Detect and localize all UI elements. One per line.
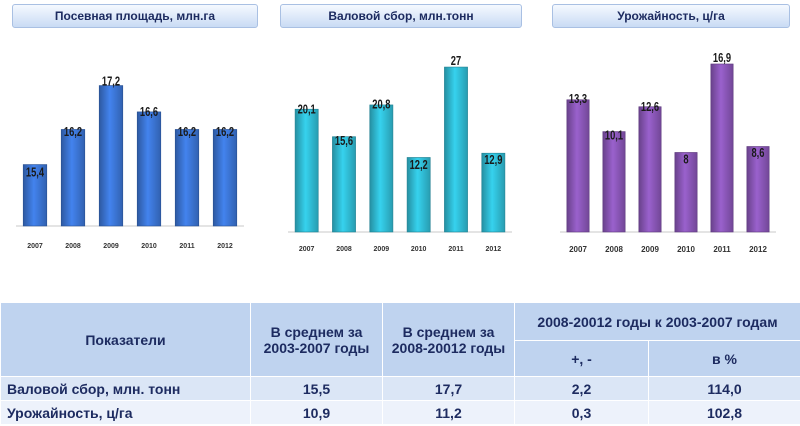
tick-label: 2008 [336,246,352,253]
tick-label: 2009 [103,243,119,250]
row-avg2: 11,2 [382,400,515,425]
row-avg2: 17,7 [382,376,515,401]
sown-area-chart: 15,4 2007 16,2 2008 17,2 2009 16,6 2010 16,2 2011… [16,75,244,250]
data-label: 20,8 [372,98,390,112]
row-pct: 102,8 [648,400,800,425]
bar-2010 [674,152,698,233]
data-label: 20,1 [298,103,316,117]
chart-1-title: Посевная площадь, млн.га [12,4,258,28]
bar-2007 [566,99,590,233]
header-comparison: 2008-20012 годы к 2003-2007 годам [514,302,800,341]
row-pct: 114,0 [648,376,800,401]
tick-label: 2010 [141,243,157,250]
data-label: 8,6 [752,147,765,161]
data-label: 16,6 [140,106,158,120]
chart-3-title: Урожайность, ц/га [552,4,790,28]
bar-2012 [481,152,506,233]
header-percent: в % [648,340,800,377]
gross-harvest-chart: 20,1 2007 15,6 2008 20,8 2009 12,2 2010 27 2011 12… [288,55,512,253]
data-label: 8 [683,153,688,167]
bar-2011 [444,66,468,233]
bar-2010 [406,157,431,233]
tick-label: 2010 [411,246,427,253]
bar-2010 [136,111,162,227]
header-avg-2008-2012: В среднем за 2008-20012 годы [382,302,515,377]
bar-2007 [294,108,319,233]
data-label: 16,2 [64,126,82,140]
data-label: 15,4 [26,166,45,180]
tick-label: 2008 [65,243,81,250]
chart-1-panel: 15,4 2007 16,2 2008 17,2 2009 16,6 2010 16,2 2011… [12,40,248,258]
bar-2008 [332,136,356,233]
tick-label: 2009 [374,246,390,253]
data-label: 12,2 [410,159,428,173]
summary-table: Показатели В среднем за 2003-2007 годы В… [0,302,800,426]
bar-2009 [98,85,124,227]
data-label: 17,2 [102,75,120,89]
bar-2011 [174,129,200,227]
bar-2012 [212,129,238,227]
bar-2008 [60,129,86,227]
header-avg-2003-2007: В среднем за 2003-2007 годы [250,302,383,377]
tick-label: 2007 [569,245,587,254]
tick-label: 2011 [713,245,731,254]
row-diff: 2,2 [514,376,649,401]
tick-label: 2008 [605,245,623,254]
bar-2007 [22,164,48,227]
chart-2-panel: 20,1 2007 15,6 2008 20,8 2009 12,2 2010 27 2011 12… [284,36,516,262]
data-label: 16,9 [713,52,731,66]
header-diff: +, - [514,340,649,377]
bar-2012 [746,146,770,233]
row-diff: 0,3 [514,400,649,425]
bar-2009 [638,106,662,233]
tick-label: 2009 [641,245,659,254]
row-avg1: 10,9 [250,400,383,425]
tick-label: 2011 [448,246,463,253]
data-label: 10,1 [605,129,623,143]
row-name: Урожайность, ц/га [0,400,251,425]
bar-2011 [710,63,734,233]
data-label: 12,6 [641,101,659,115]
yield-chart: 13,3 2007 10,1 2008 12,6 2009 8 2010 16,9 2011 8,6… [560,52,776,254]
tick-label: 2010 [677,245,695,254]
row-avg1: 15,5 [250,376,383,401]
data-label: 27 [451,55,461,69]
bar-2008 [602,131,626,233]
bar-2009 [369,104,394,233]
data-label: 16,2 [178,126,196,140]
tick-label: 2007 [27,243,43,250]
tick-label: 2007 [299,246,315,253]
tick-label: 2012 [217,243,233,250]
tick-label: 2012 [749,245,767,254]
data-label: 15,6 [335,135,353,149]
table-row: Урожайность, ц/га 10,9 11,2 0,3 102,8 [0,400,800,425]
tick-label: 2012 [486,246,502,253]
data-label: 16,2 [216,126,234,140]
row-name: Валовой сбор, млн. тонн [0,376,251,401]
chart-2-title: Валовой сбор, млн.тонн [280,4,522,28]
data-label: 13,3 [569,93,587,107]
table-row: Валовой сбор, млн. тонн 15,5 17,7 2,2 11… [0,376,800,401]
data-label: 12,9 [484,154,502,168]
chart-3-panel: 13,3 2007 10,1 2008 12,6 2009 8 2010 16,9 2011 8,6… [552,32,784,262]
header-indicator: Показатели [0,302,251,377]
tick-label: 2011 [179,243,194,250]
